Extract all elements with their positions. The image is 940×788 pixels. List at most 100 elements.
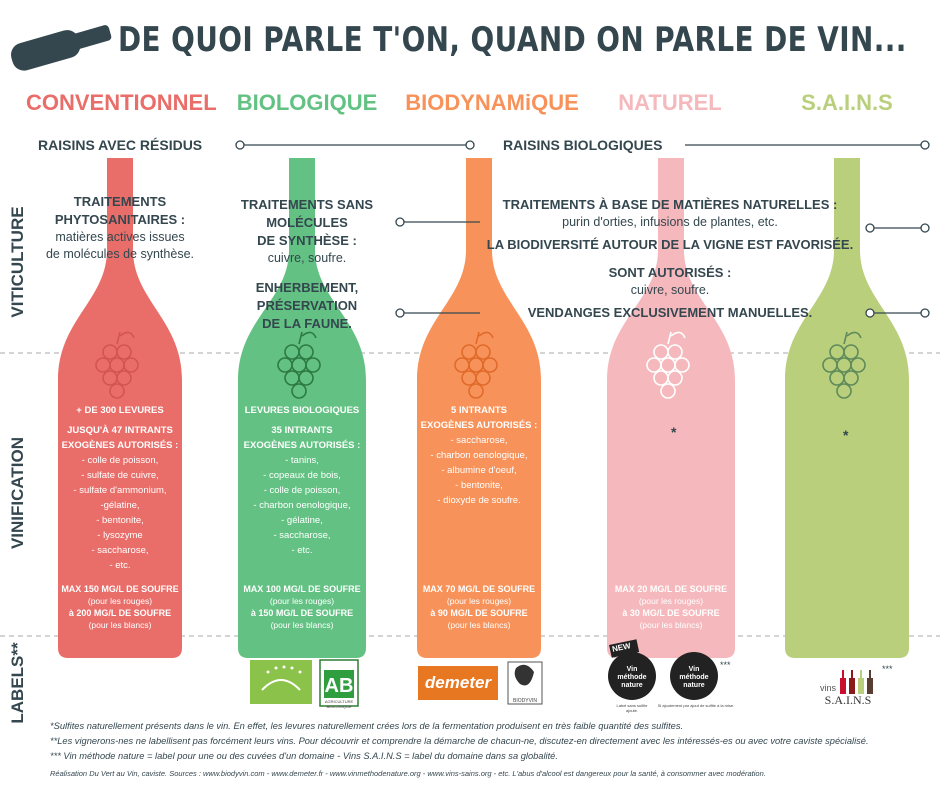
vit-autorises: SONT AUTORISÉS : cuivre, soufre. <box>580 264 760 299</box>
soufre-bio-line: (pour les rouges) <box>269 596 335 606</box>
footnote-1: *Sulfites naturellement présents dans le… <box>50 721 684 731</box>
vin-bio-line: - saccharose, <box>273 530 331 541</box>
vin-bio-line: EXOGÈNES AUTORISÉS : <box>243 440 361 451</box>
vin-bio-line: - colle de poisson, <box>263 485 341 496</box>
vin-biody-line: - charbon oenologique, <box>430 450 528 461</box>
soufre-naturel: MAX 20 MG/L DE SOUFRE (pour les rouges) … <box>600 583 742 631</box>
vin-conv-line: + DE 300 LEVURES <box>76 405 164 416</box>
vin-methode-nature-logo-1 <box>608 639 656 700</box>
demeter-logo <box>418 666 498 700</box>
soufre-nat-line: MAX 20 MG/L DE SOUFRE <box>614 584 728 594</box>
vin-conv-line: - sulfate d'ammonium, <box>73 485 167 496</box>
vin-bio-line: - gélatine, <box>281 515 323 526</box>
vin-bio-line: LEVURES BIOLOGIQUES <box>244 405 360 416</box>
vit-biodiv: LA BIODIVERSITÉ AUTOUR DE LA VIGNE EST F… <box>486 237 854 252</box>
vit-conventionnel: TRAITEMENTS PHYTOSANITAIRES : matières a… <box>40 193 200 263</box>
footnote-3: *** Vin méthode nature = label pour une … <box>50 751 558 761</box>
section-labels: LABELS** <box>8 642 27 724</box>
vit-conv-text2: de molécules de synthèse. <box>45 247 194 261</box>
eu-organic-logo <box>250 660 312 704</box>
label-ajout-sulfite: Si ajoutement par ajout de sulfite à la … <box>657 703 735 708</box>
bottle-biologique <box>238 158 366 658</box>
soufre-biologique: MAX 100 MG/L DE SOUFRE (pour les rouges)… <box>232 583 372 631</box>
vin-biody-line: - dioxyde de soufre. <box>437 495 521 506</box>
bottle-naturel <box>607 158 735 658</box>
category-biodynamique: BIODYNAMiQUE <box>405 90 579 115</box>
label-sans-sulfite: Label sans sulfite ajouté. <box>616 703 648 713</box>
star-naturel: * <box>671 424 677 440</box>
vin-biodynamique: 5 INTRANTS EXOGÈNES AUTORISÉS : - saccha… <box>409 403 549 508</box>
soufre-conventionnel: MAX 150 MG/L DE SOUFRE (pour les rouges)… <box>50 583 190 631</box>
soufre-nat-line: (pour les rouges) <box>638 596 704 606</box>
vit-bio-text: cuivre, soufre. <box>267 251 347 265</box>
grape-icon-biodynamique <box>454 331 498 399</box>
vit-biodiversite: LA BIODIVERSITÉ AUTOUR DE LA VIGNE EST F… <box>478 236 862 254</box>
raisins-biologiques: RAISINS BIOLOGIQUES <box>503 137 663 153</box>
section-viticulture: VITICULTURE <box>8 206 27 318</box>
soufre-conv-line: (pour les rouges) <box>87 596 153 606</box>
soufre-bio-line: à 150 MG/L DE SOUFRE <box>250 608 354 618</box>
vin-biody-line: 5 INTRANTS <box>451 405 507 416</box>
page-title: DE QUOI PARLE T'ON, QUAND ON PARLE DE VI… <box>118 20 907 60</box>
vin-biody-line: EXOGÈNES AUTORISÉS : <box>420 420 538 431</box>
vin-conv-line: - sulfate de cuivre, <box>81 470 159 481</box>
soufre-bio-line: (pour les blancs) <box>270 620 334 630</box>
grape-icon-biologique <box>277 331 321 399</box>
star-sains: * <box>843 427 849 443</box>
vit-auto-title: SONT AUTORISÉS : <box>608 265 732 280</box>
vit-bio-enh1: ENHERBEMENT, <box>255 280 359 295</box>
soufre-biody-line: (pour les blancs) <box>447 620 511 630</box>
bottle-sains <box>785 158 909 658</box>
soufre-conv-line: MAX 150 MG/L DE SOUFRE <box>61 584 179 594</box>
section-vinification: VINIFICATION <box>8 436 27 550</box>
category-conventionnel: CONVENTIONNEL <box>26 90 217 115</box>
sains-logo-vins: vins <box>820 683 837 693</box>
vin-bio-line: - charbon oenologique, <box>253 500 351 511</box>
vin-conv-line: - colle de poisson, <box>81 455 159 466</box>
vin-bio-line: - etc. <box>291 545 313 556</box>
vin-conv-line: - saccharose, <box>91 545 149 556</box>
grape-icon-naturel <box>646 331 690 399</box>
connector-lines <box>235 140 930 318</box>
ab-logo-text: AB <box>324 675 354 697</box>
vit-bio-enh3: DE LA FAUNE. <box>262 316 352 331</box>
vit-nat-title: TRAITEMENTS À BASE DE MATIÈRES NATURELLE… <box>502 197 838 212</box>
category-naturel: NATUREL <box>618 90 722 115</box>
vit-biologique: TRAITEMENTS SANS MOLÉCULES DE SYNTHÈSE :… <box>228 196 386 267</box>
vit-bio-title3: DE SYNTHÈSE : <box>257 233 357 248</box>
soufre-conv-line: (pour les blancs) <box>88 620 152 630</box>
vit-vendanges-text: VENDANGES EXCLUSIVEMENT MANUELLES. <box>527 305 813 320</box>
stars-naturel: *** <box>720 660 731 670</box>
biodyvin-logo <box>507 661 543 705</box>
vit-bio-title2: MOLÉCULES <box>266 215 348 230</box>
vit-bio-title1: TRAITEMENTS SANS <box>240 197 374 212</box>
vit-auto-text: cuivre, soufre. <box>630 283 710 297</box>
vin-biody-line: - saccharose, <box>450 435 508 446</box>
soufre-biody-line: MAX 70 MG/L DE SOUFRE <box>422 584 536 594</box>
sains-logo-text: S.A.I.N.S <box>824 693 872 707</box>
vin-bio-line: - tanins, <box>285 455 319 466</box>
vin-conv-line: JUSQU'À 47 INTRANTS <box>67 425 173 436</box>
bottle-conventionnel <box>58 158 182 658</box>
soufre-nat-line: à 30 MG/L DE SOUFRE <box>622 608 720 618</box>
vit-vendanges: VENDANGES EXCLUSIVEMENT MANUELLES. <box>510 304 830 322</box>
soufre-nat-line: (pour les blancs) <box>639 620 703 630</box>
footnote-2: **Les vignerons-nes ne labellisent pas f… <box>50 736 869 746</box>
vit-bio-enh2: PRÉSERVATION <box>256 298 358 313</box>
raisins-residus: RAISINS AVEC RÉSIDUS <box>38 137 203 153</box>
grape-icon-conventionnel <box>95 331 139 399</box>
vin-conventionnel: + DE 300 LEVURES JUSQU'À 47 INTRANTS EXO… <box>50 403 190 573</box>
category-sains: S.A.I.N.S <box>801 90 893 115</box>
ab-logo <box>319 659 359 707</box>
vin-conv-line: - etc. <box>109 560 131 571</box>
vin-biologique: LEVURES BIOLOGIQUES 35 INTRANTS EXOGÈNES… <box>232 403 372 558</box>
soufre-conv-line: à 200 MG/L DE SOUFRE <box>68 608 172 618</box>
vin-biody-line: - albumine d'oeuf, <box>441 465 517 476</box>
soufre-biody-line: (pour les rouges) <box>446 596 512 606</box>
soufre-biodynamique: MAX 70 MG/L DE SOUFRE (pour les rouges) … <box>409 583 549 631</box>
vit-bio-enherbement: ENHERBEMENT, PRÉSERVATION DE LA FAUNE. <box>228 279 386 333</box>
ab-logo-subtext: AGRICULTURE BIOLOGIQUE <box>324 699 354 709</box>
vit-nat-text: purin d'orties, infusions de plantes, et… <box>562 215 778 229</box>
soufre-bio-line: MAX 100 MG/L DE SOUFRE <box>243 584 361 594</box>
